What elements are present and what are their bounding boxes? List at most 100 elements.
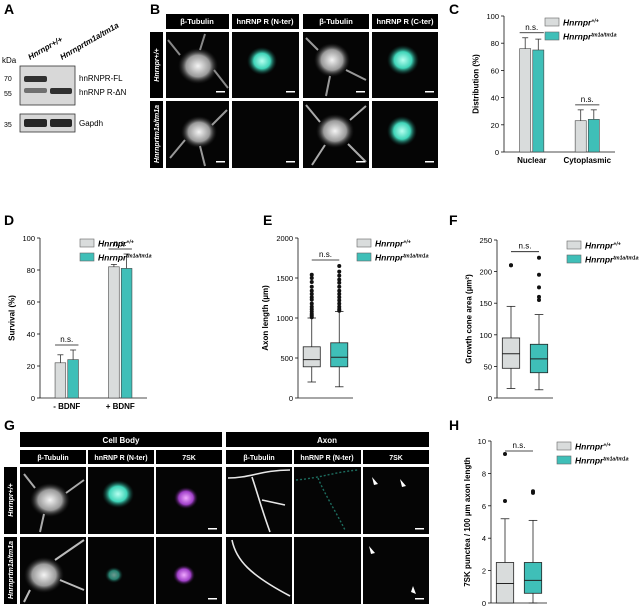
legend-label-mut: Hnrnprtm1a/tm1a [375,253,429,263]
arrowhead-icon [400,479,406,487]
legend-swatch-wt [566,240,582,250]
panel-letter-f: F [449,212,458,228]
g-signal-r2-7sk [173,565,195,585]
y-tick-label: 0 [488,394,492,403]
blot-lane-mut: Hnrnprtm1a/tm1a [59,21,121,62]
scale-bar [208,528,217,530]
g-axon-r1-tub [227,469,291,533]
significance-label: n.s. [525,23,538,32]
g-row-label-1: Hnrnpr+/+ [8,483,15,516]
b-nucleus-r2-hnc [387,116,417,146]
b-cell-r2-tub [181,116,217,148]
b-row-bar-2 [150,101,163,168]
legend-label-mut: Hnrnprtm1a/tm1a [585,255,639,265]
chart-h: 0 2 4 6 8 10 7SK punctea / 100 µm axon length n… [463,437,629,608]
panel-letter-e: E [263,212,272,228]
y-tick-label: 50 [484,362,492,371]
y-tick-label: 10 [478,437,486,446]
x-tick-label: Nuclear [517,156,546,165]
box [330,342,349,368]
g-nucleus-r1-hn [102,480,134,508]
b-row-bar-1 [150,32,163,98]
g-col-label-1: β-Tubulin [37,455,68,462]
g-axon-r2-tub [231,539,291,597]
y-tick-label: 2 [482,567,486,576]
scale-bar [216,91,225,93]
outlier-point [309,284,314,289]
outlier-point [309,292,314,296]
box [501,337,521,369]
blot-label-gapdh: Gapdh [79,119,103,128]
significance-label: n.s. [513,441,526,450]
outlier-point [309,301,314,306]
y-axis-label: 7SK punctea / 100 µm axon length [463,457,472,587]
y-tick-label: 40 [27,330,35,339]
g-col-label-2: hnRNP R (N-ter) [94,455,147,462]
legend-label-wt: Hnrnpr+/+ [563,18,599,28]
b-header-label-4: hnRNP R (C-ter) [377,17,434,26]
scale-bar [415,528,424,530]
y-tick-label: 20 [27,362,35,371]
y-axis-label: Survival (%) [8,295,17,341]
legend-swatch-mut [556,455,572,465]
y-tick-label: 8 [482,469,486,478]
y-tick-label: 0 [482,599,486,608]
g-col-header-4 [226,450,292,464]
outlier-point [309,304,314,309]
blot-kda-label: kDa [2,56,17,65]
b-cell-r2-tub2 [316,114,354,148]
y-tick-label: 100 [22,234,35,243]
b-img-r2-hn [232,101,299,168]
g-img-r2-ax7sk [363,537,429,604]
outlier-point [531,489,535,494]
legend-label-mut: Hnrnprtm1a/tm1a [563,32,617,42]
outlier-point [337,301,342,306]
legend-label-wt: Hnrnpr+/+ [98,239,134,249]
y-tick-label: 60 [491,66,499,75]
panel-letter-d: D [4,212,14,228]
blot-lane-wt: Hnrnpr+/+ [27,35,65,62]
scale-bar [216,161,225,163]
outlier-point [537,272,541,277]
legend-swatch-mut [79,252,95,262]
outlier-point [337,288,342,293]
g-axon-r1-hn [295,469,359,531]
b-cell-r1-tub [178,48,218,84]
b-row-label-2: Hnrnprtm1a/tm1a [154,105,161,163]
y-tick-label: 1000 [276,314,293,323]
panel-letter-a: A [4,1,14,17]
legend-swatch-wt [356,238,372,248]
y-tick-label: 150 [479,299,492,308]
blot-membrane-bottom [19,113,76,133]
outlier-point [537,285,541,290]
legend-label-wt: Hnrnpr+/+ [375,239,411,249]
y-axis-label: Axon length (µm) [261,285,270,351]
bar [120,268,133,399]
blot-marker-35: 35 [4,122,12,129]
scale-bar [286,161,295,163]
g-nucleus-r2-hn [105,567,123,583]
legend-swatch-wt [556,441,572,451]
y-tick-label: 60 [27,298,35,307]
scale-bar [356,91,365,93]
g-row-bar-1 [4,467,17,534]
outlier-point [537,255,541,260]
scale-bar [356,161,365,163]
legend-swatch-mut [356,252,372,262]
g-img-r2-axhn [294,537,361,604]
g-neurite-r2-tub [23,539,85,603]
y-tick-label: 0 [289,394,293,403]
bar [108,266,120,399]
g-col-header-1 [20,450,86,464]
chart-c: 0 20 40 60 80 100 Distribution (%) Nuclear n.s. C… [472,12,617,165]
scale-bar [286,91,295,93]
y-tick-label: 20 [491,121,499,130]
scale-bar [425,161,434,163]
g-col-label-6: 7SK [389,455,403,462]
chart-e: 0 500 1000 1500 2000 Axon length (µm) n.s. Hnrn… [261,234,429,403]
g-cell-r2-tub [24,557,64,593]
arrowhead-icon [411,586,416,594]
outlier-point [537,298,541,303]
b-cell-r1-tub2 [314,43,350,77]
y-tick-label: 80 [27,266,35,275]
